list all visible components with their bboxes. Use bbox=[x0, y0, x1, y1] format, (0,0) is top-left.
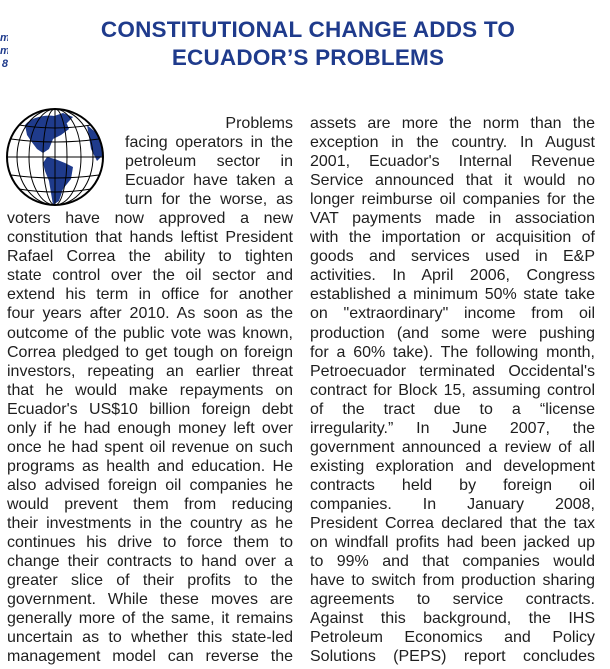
text-line: companies. In January 2008, bbox=[310, 495, 595, 513]
text-line: production (and some were pushing bbox=[310, 324, 595, 342]
title-line: ECUADOR’S PROBLEMS bbox=[171, 45, 445, 70]
text-line: petroleum sector in bbox=[125, 153, 293, 171]
article-title: CONSTITUTIONAL CHANGE ADDS TO ECUADOR’S … bbox=[60, 16, 556, 72]
text-line: four years after 2010. As soon as the bbox=[7, 305, 293, 323]
text-line: longer reimburse oil companies for the bbox=[310, 191, 595, 209]
text-line: established a minimum 50% state take bbox=[310, 286, 595, 304]
text-line: on windfall profits had been jacked up bbox=[310, 534, 595, 552]
text-line: President Correa declared that the tax bbox=[310, 514, 595, 532]
text-line: VAT payments made in association bbox=[310, 210, 595, 228]
text-line: turn for the worse, as bbox=[125, 191, 293, 209]
title-line: CONSTITUTIONAL CHANGE ADDS TO bbox=[100, 17, 516, 42]
text-line: only if he had enough money left over bbox=[7, 419, 293, 437]
text-line: assets are more the norm than the bbox=[310, 115, 595, 132]
text-line: contract for Block 15, assuming control bbox=[310, 381, 595, 399]
article-column-left: Problems facing operators in the petroleum… bbox=[7, 114, 293, 666]
text-line: investors, repeating an earlier threat bbox=[7, 362, 293, 380]
text-line: change their contracts to hand over a bbox=[7, 553, 293, 571]
text-line: uncertain as to whether this state-led bbox=[7, 629, 293, 647]
text-line: have to switch from production sharing bbox=[310, 572, 595, 590]
text-line: management model can reverse the bbox=[7, 648, 293, 666]
text-line: extend his term in office for another bbox=[7, 286, 293, 304]
margin-fragment: m bbox=[0, 45, 8, 58]
text-line: Rafael Correa the ability to tighten bbox=[7, 248, 293, 266]
cropped-margin-text: m m 8 bbox=[0, 32, 8, 71]
text-line: Ecuador have taken a bbox=[125, 172, 293, 190]
text-line: also advised foreign oil companies he bbox=[7, 476, 293, 494]
text-line: contracts held by foreign oil bbox=[310, 476, 595, 494]
text-line: greater slice of their profits to the bbox=[7, 572, 293, 590]
text-line: exception in the country. In August bbox=[310, 134, 595, 152]
text-line: activities. In April 2006, Congress bbox=[310, 267, 595, 285]
text-line: programs as health and education. He bbox=[7, 457, 293, 475]
text-line: voters have now approved a new bbox=[7, 210, 293, 228]
text-line: government announced a review of all bbox=[310, 438, 595, 456]
text-line: Ecuador's US$10 billion foreign debt bbox=[7, 400, 293, 418]
text-line: would prevent them from reducing bbox=[7, 495, 293, 513]
text-line: Solutions (PEPS) report concludes bbox=[310, 648, 595, 666]
text-line: outcome of the public vote was known, bbox=[7, 324, 293, 342]
text-line: their investments in the country as he bbox=[7, 514, 293, 532]
text-line: Correa pledged to get tough on foreign bbox=[7, 343, 293, 361]
text-line: government. While these moves are bbox=[7, 591, 293, 609]
text-line: 2001, Ecuador's Internal Revenue bbox=[310, 153, 595, 171]
text-line: constitution that hands leftist Presiden… bbox=[7, 229, 293, 247]
text-line: Petroleum Economics and Policy bbox=[310, 629, 595, 647]
text-line: existing exploration and development bbox=[310, 457, 595, 475]
text-line: that he would make repayments on bbox=[7, 381, 293, 399]
globe-icon bbox=[6, 108, 104, 206]
text-line: to 99% and that companies would bbox=[310, 553, 595, 571]
text-line: Petroecuador terminated Occidental's bbox=[310, 362, 595, 380]
text-line: state control over the oil sector and bbox=[7, 267, 293, 285]
text-line: for a 60% take). The following month, bbox=[310, 343, 595, 361]
text-line: facing operators in the bbox=[125, 134, 293, 152]
article-column-right: assets are more the norm than the excepti… bbox=[310, 114, 595, 666]
margin-fragment: 8 bbox=[1, 58, 8, 70]
text-line: once he had spent oil revenue on such bbox=[7, 438, 293, 456]
margin-fragment: m bbox=[0, 32, 8, 45]
text-line: Service announced that it would no bbox=[310, 172, 595, 190]
text-line: goods and services used in E&P bbox=[310, 248, 595, 266]
text-line: agreements to service contracts. bbox=[310, 591, 595, 609]
text-line: on "extraordinary" income from oil bbox=[310, 305, 595, 323]
text-line: with the importation or acquisition of bbox=[310, 229, 595, 247]
text-line: Problems bbox=[225, 115, 293, 132]
text-line: of the tract due to a “license bbox=[310, 400, 595, 418]
text-line: irregularity.” In June 2007, the bbox=[310, 419, 595, 437]
text-line: continues his drive to force them to bbox=[7, 534, 293, 552]
text-line: Against this background, the IHS bbox=[310, 610, 595, 628]
text-line: generally more of the same, it remains bbox=[7, 610, 293, 628]
